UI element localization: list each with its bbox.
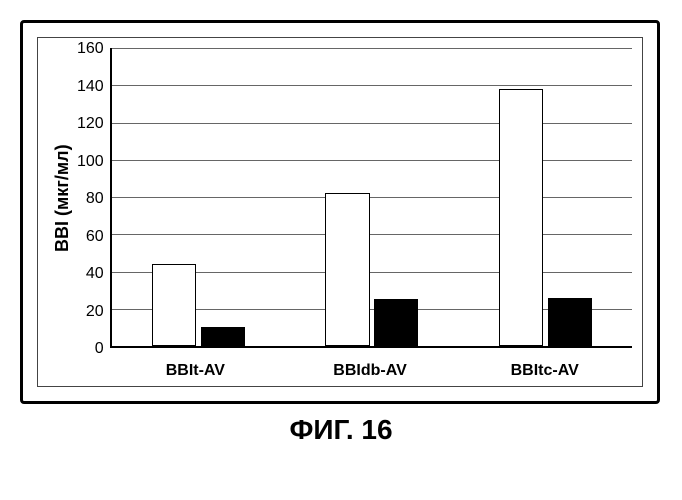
bar xyxy=(548,298,592,346)
bar xyxy=(152,264,196,346)
y-axis-label: BBI (мкг/мл) xyxy=(48,48,77,348)
plot-wrap: BBI (мкг/мл) 020406080100120140160 xyxy=(38,38,642,354)
x-tick-label: BBIdb-AV xyxy=(283,362,458,380)
bar-groups xyxy=(112,48,632,346)
bar xyxy=(499,89,543,346)
y-axis: 020406080100120140160 xyxy=(77,48,110,348)
bar xyxy=(325,193,369,346)
bar xyxy=(374,299,418,346)
x-tick-label: BBItc-AV xyxy=(457,362,632,380)
bar-group xyxy=(112,48,285,346)
chart-frame: BBI (мкг/мл) 020406080100120140160 BBIt-… xyxy=(37,37,643,387)
x-tick-label: BBIt-AV xyxy=(108,362,283,380)
bar-group xyxy=(285,48,458,346)
bar-group xyxy=(459,48,632,346)
x-axis: BBIt-AVBBIdb-AVBBItc-AV xyxy=(108,354,632,386)
outer-frame: BBI (мкг/мл) 020406080100120140160 BBIt-… xyxy=(20,20,660,404)
plot-area xyxy=(110,48,632,348)
bar xyxy=(201,327,245,346)
figure-caption: ФИГ. 16 xyxy=(20,414,662,446)
